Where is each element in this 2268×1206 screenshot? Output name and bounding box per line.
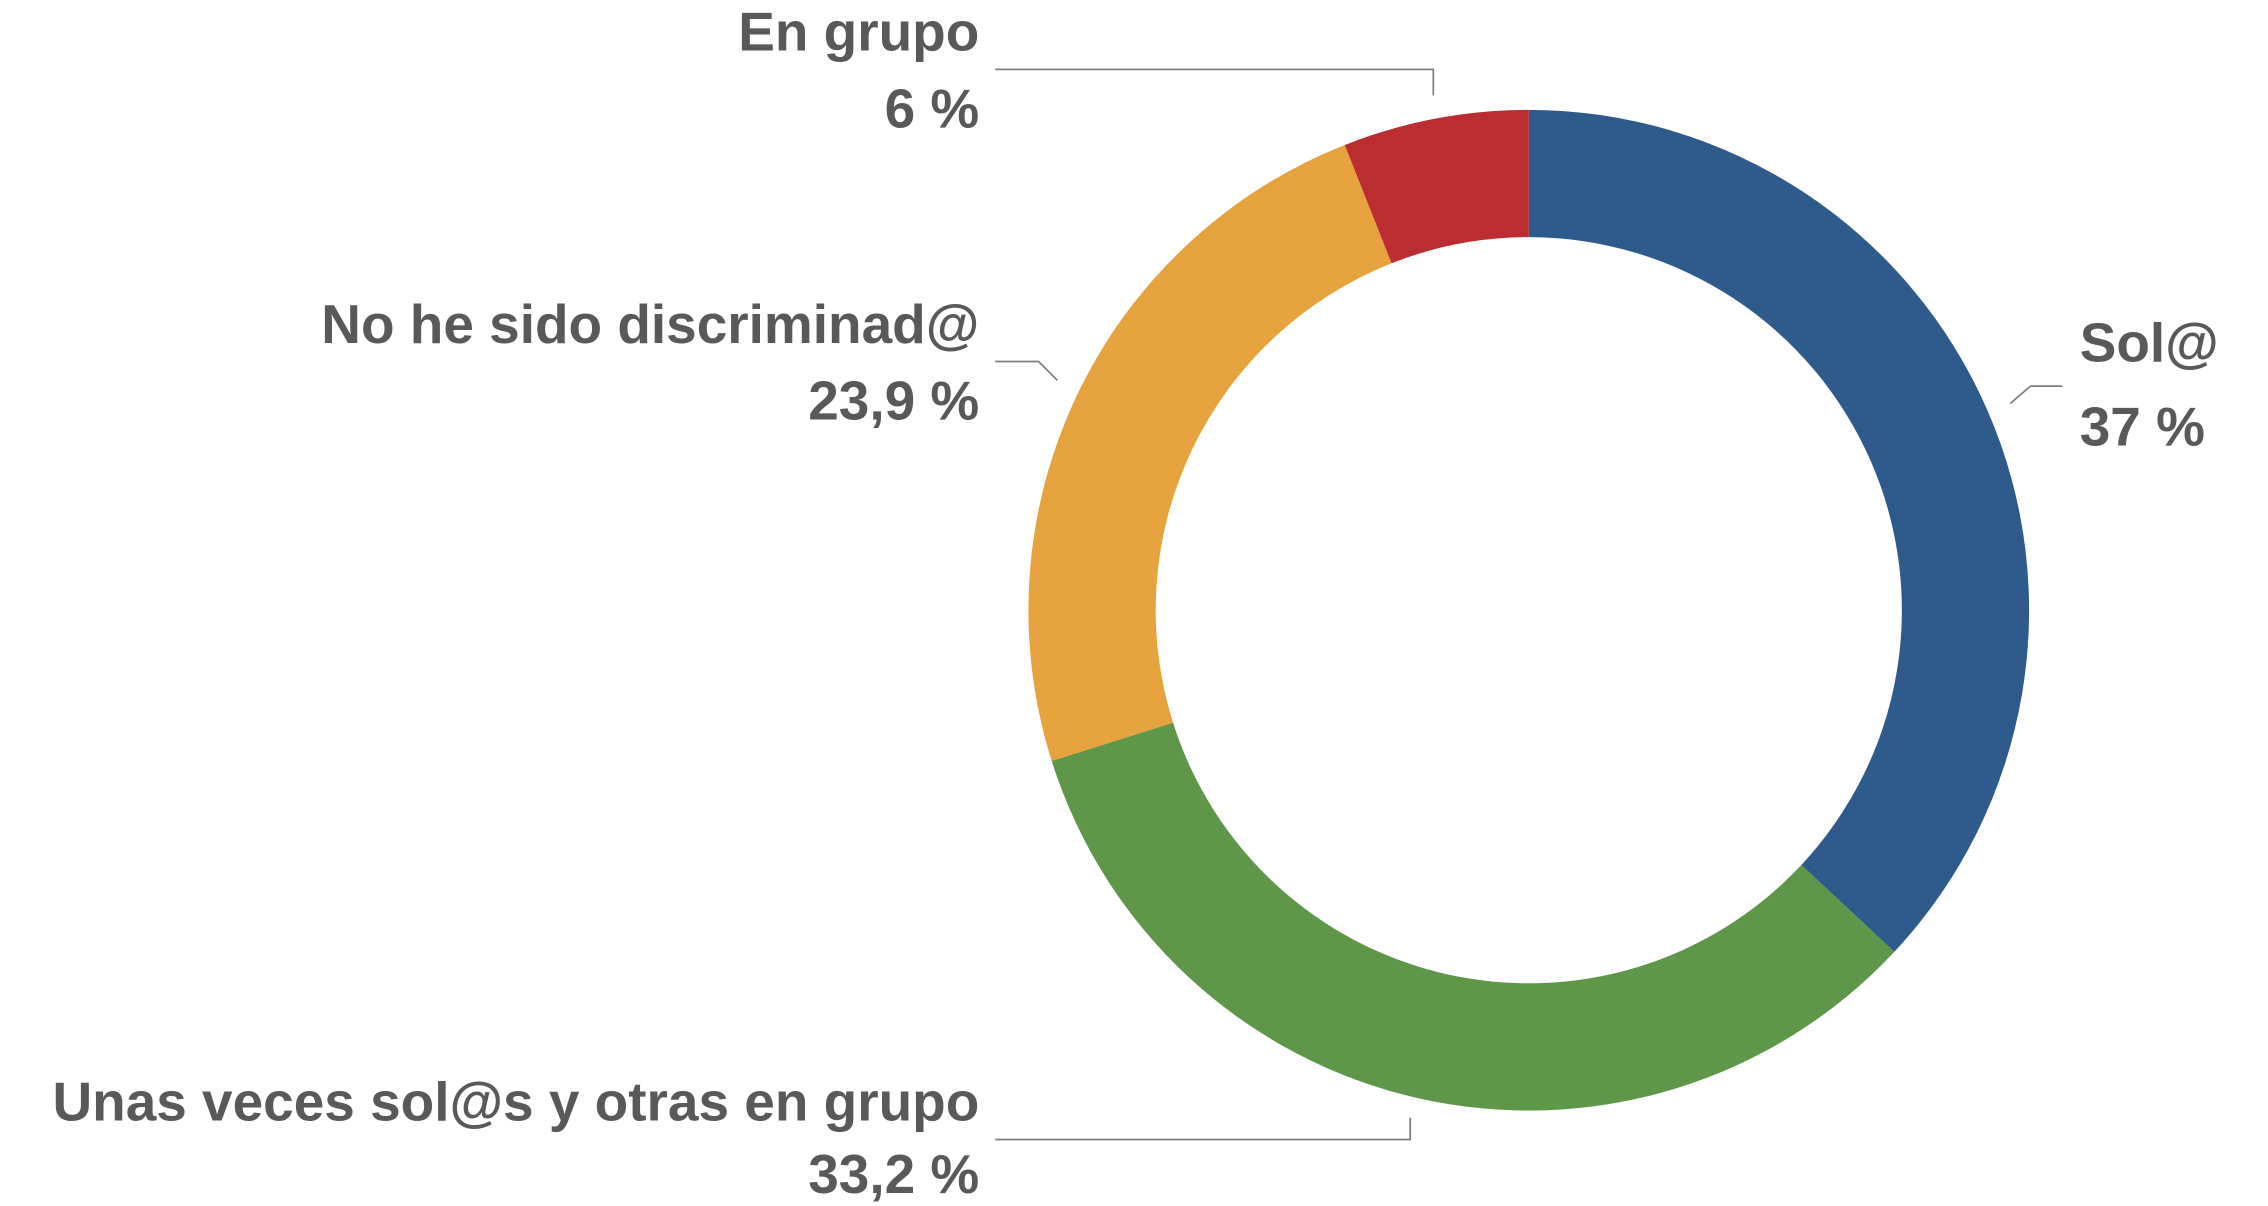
leader-line (995, 1117, 1412, 1141)
category-label: No he sido discriminad@ (321, 293, 979, 355)
slices (1028, 109, 2030, 1111)
value-label: 37 % (2080, 395, 2205, 457)
slice (1051, 722, 1895, 1111)
leader-line (995, 68, 1435, 96)
category-label: Unas veces sol@s y otras en grupo (52, 1071, 979, 1133)
category-label: En grupo (738, 1, 979, 63)
slice (1028, 144, 1392, 761)
value-label: 33,2 % (808, 1143, 979, 1205)
labels: Sol@ 37 % Unas veces sol@s y otras en grup… (52, 1, 2218, 1205)
slice (1528, 109, 2030, 952)
leader-line (995, 360, 1058, 381)
value-label: 23,9 % (808, 369, 979, 431)
slice (1344, 109, 1529, 264)
value-label: 6 % (885, 77, 980, 139)
leader-line (2009, 385, 2063, 405)
category-label: Sol@ (2080, 312, 2219, 374)
